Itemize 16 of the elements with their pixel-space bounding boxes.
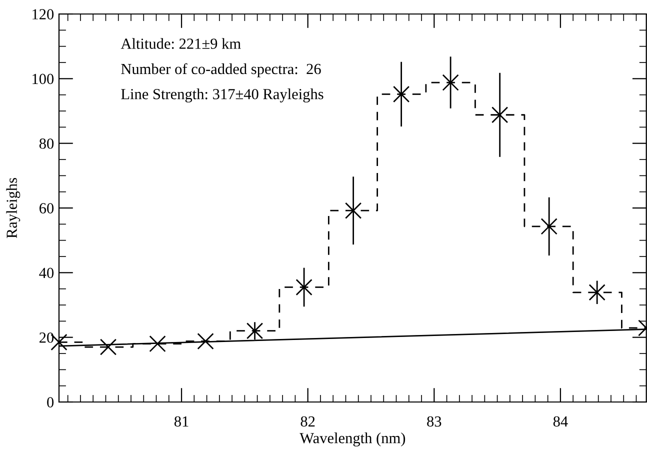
y-tick-label: 40 <box>39 268 54 278</box>
y-tick-label: 120 <box>32 9 54 20</box>
y-tick-label: 60 <box>40 203 54 214</box>
y-tick-label: 20 <box>40 332 54 343</box>
y-tick-label: 0 <box>47 397 54 408</box>
x-tick-label: 84 <box>553 416 568 427</box>
x-axis-title: Wavelength (nm) <box>300 432 406 446</box>
x-tick-label: 82 <box>300 416 315 427</box>
annotation: Number of co-added spectra: 26 <box>121 63 321 78</box>
x-tick-label: 83 <box>427 416 442 427</box>
y-tick-label: 80 <box>39 138 54 149</box>
y-tick-label: 100 <box>32 74 54 84</box>
y-axis-title: Rayleighs <box>6 178 20 238</box>
annotation: Line Strength: 317±40 Rayleighs <box>121 88 324 102</box>
x-tick-label: 81 <box>174 416 188 427</box>
annotation: Altitude: 221±9 km <box>120 38 241 49</box>
